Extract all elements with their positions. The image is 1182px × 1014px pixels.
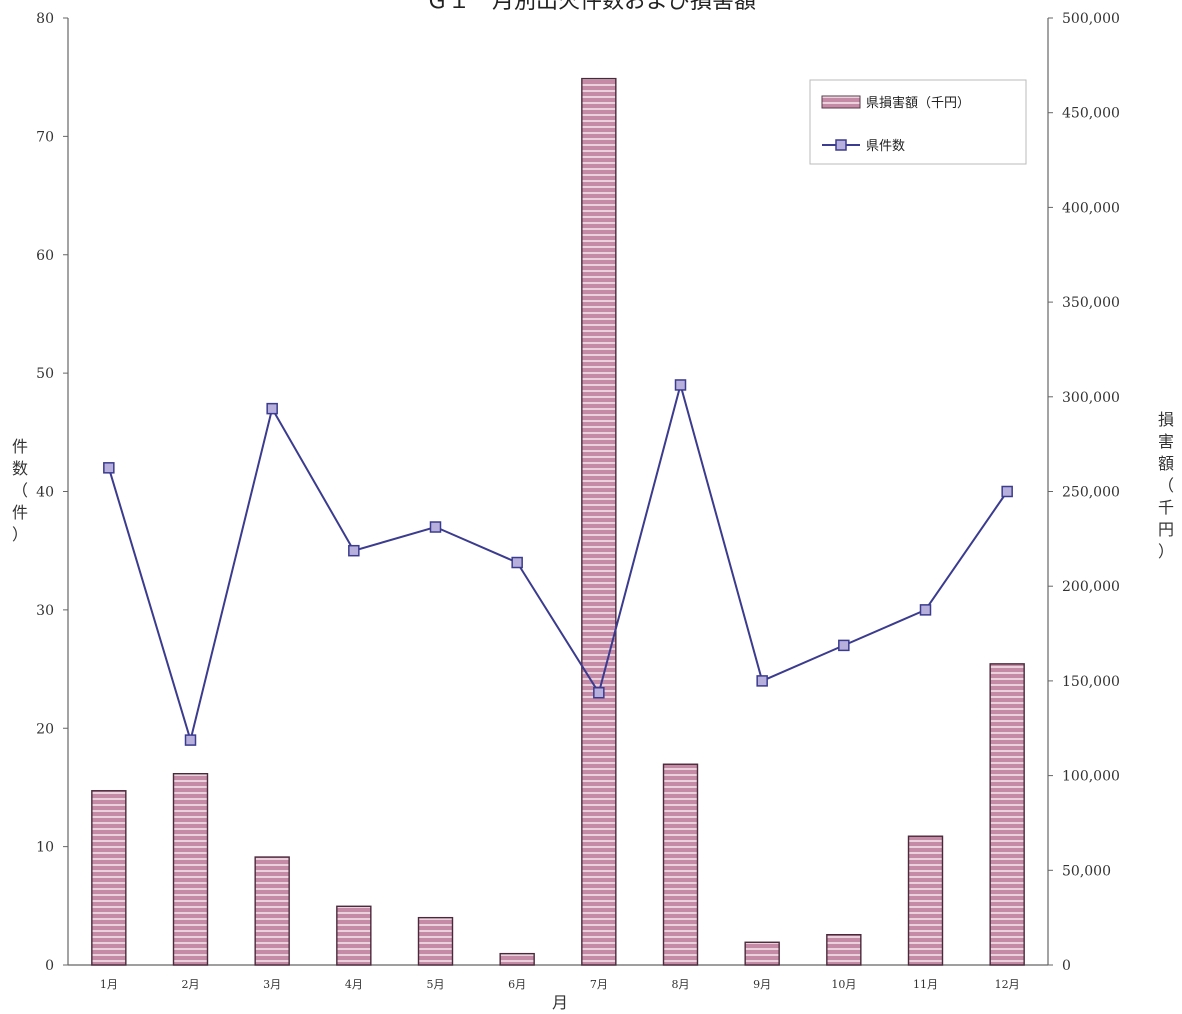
x-tick-label: 12月: [995, 978, 1020, 991]
bar: [91, 790, 127, 966]
legend-line-label: 県件数: [866, 139, 905, 154]
line-path: [107, 381, 1008, 744]
bar: [254, 856, 290, 966]
right-tick-label: 250,000: [1062, 485, 1120, 501]
bar: [499, 952, 535, 966]
x-tick-label: 6月: [508, 978, 526, 991]
bar: [581, 77, 617, 966]
bar: [336, 905, 372, 966]
line-point: [429, 521, 442, 533]
legend-box: [809, 79, 1027, 165]
left-tick-label: 50: [36, 366, 54, 382]
legend-bar-label: 県損害額（千円）: [866, 95, 970, 111]
left-tick-label: 30: [36, 603, 54, 619]
left-axis-label: 件数（件）: [12, 437, 28, 544]
x-tick-label: 7月: [590, 978, 608, 991]
x-tick-label: 9月: [753, 978, 771, 991]
left-tick-label: 0: [45, 958, 54, 974]
x-tick-label: 1月: [100, 978, 118, 991]
x-axis-label: 月: [552, 993, 568, 1012]
left-tick-label: 40: [36, 485, 54, 501]
ylabel-right-text: 損害額（千円）: [1158, 410, 1174, 561]
x-tick-label: 10月: [831, 978, 856, 991]
right-tick-label: 450,000: [1062, 106, 1120, 122]
bar: [826, 933, 862, 966]
bar: [662, 763, 699, 966]
line-point: [674, 379, 687, 391]
bar: [172, 773, 209, 966]
right-tick-label: 300,000: [1062, 390, 1120, 406]
x-tick-label: 2月: [182, 978, 200, 991]
right-tick-label: 150,000: [1062, 674, 1120, 690]
bar: [744, 941, 780, 966]
right-tick-label: 400,000: [1062, 200, 1120, 216]
right-tick-label: 350,000: [1062, 295, 1120, 311]
x-tick-label: 5月: [427, 978, 445, 991]
legend-line-marker: [835, 139, 847, 151]
line-point: [756, 675, 768, 687]
right-tick-label: 500,000: [1062, 11, 1120, 27]
line-point: [919, 604, 932, 616]
right-tick-label: 200,000: [1062, 579, 1120, 595]
line-series: [103, 379, 1013, 746]
line-point: [511, 556, 523, 569]
line-point: [593, 686, 605, 699]
line-point: [1001, 485, 1013, 498]
line-point: [103, 462, 115, 474]
left-tick-label: 20: [36, 721, 54, 737]
bar: [989, 663, 1025, 966]
x-tick-label: 3月: [263, 978, 281, 991]
right-tick-label: 0: [1062, 958, 1071, 974]
x-axis-ticks: 1月 2月 3月 4月 5月 6月 7月 8月 9月 10月 11月 12月: [100, 978, 1020, 991]
chart-title: Ｇ１ 月別出火件数および損害額: [426, 0, 756, 14]
line-point: [838, 639, 850, 652]
bar: [907, 835, 944, 966]
x-tick-label: 11月: [913, 978, 938, 991]
legend: 県損害額（千円） 県件数: [809, 79, 1027, 165]
legend-bar-swatch: [821, 95, 861, 109]
right-axis-ticks: 0 50,000 100,000 150,000 200,000 250,000 300,0…: [1048, 11, 1120, 974]
line-point: [184, 734, 197, 746]
right-tick-label: 100,000: [1062, 769, 1120, 785]
line-point: [266, 402, 278, 415]
left-tick-label: 70: [36, 129, 54, 145]
x-tick-label: 8月: [672, 978, 690, 991]
line-point: [348, 544, 360, 557]
right-axis-label: 損害額（千円）: [1158, 410, 1174, 561]
x-tick-label: 4月: [345, 978, 363, 991]
bar-series: [91, 77, 1025, 966]
left-tick-label: 60: [36, 248, 54, 264]
ylabel-left-text: 件数（件）: [12, 437, 28, 544]
left-tick-label: 80: [36, 11, 54, 27]
bar: [417, 916, 454, 966]
right-tick-label: 50,000: [1062, 863, 1111, 879]
left-axis-ticks: 0 10 20 30 40 50 60 70 80: [36, 11, 68, 974]
left-tick-label: 10: [36, 840, 54, 856]
